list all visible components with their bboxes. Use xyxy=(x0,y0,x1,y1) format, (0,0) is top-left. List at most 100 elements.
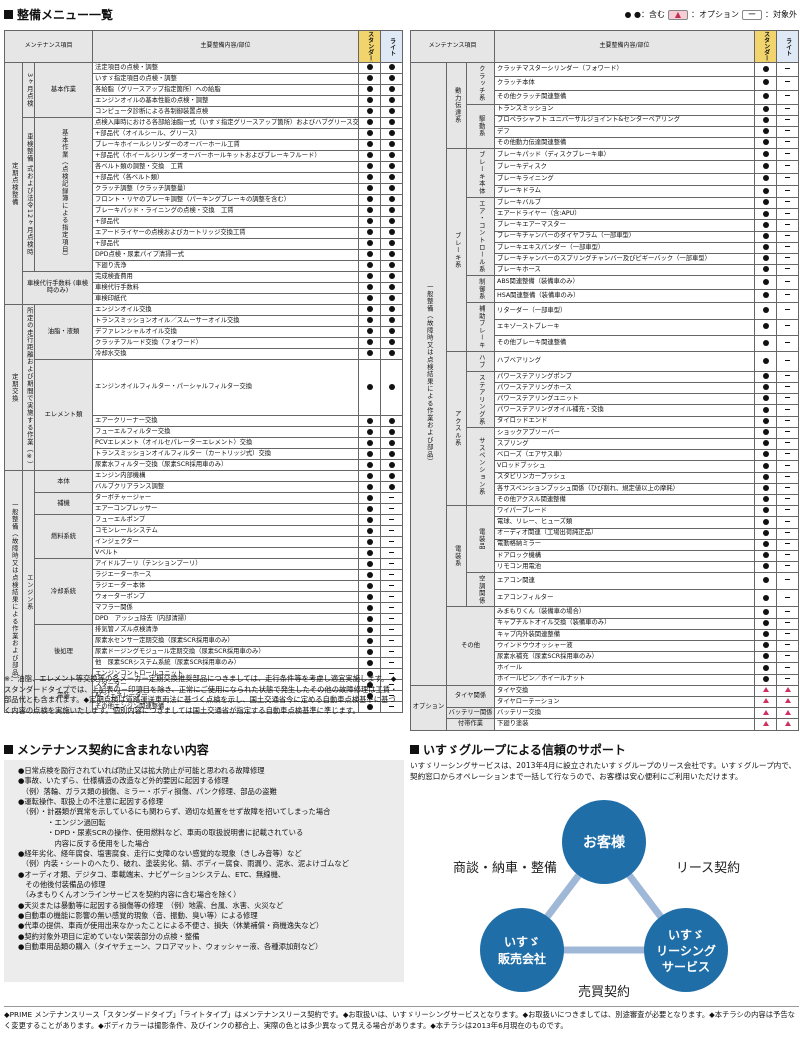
maintenance-item: プロペラシャフト ユニバーサルジョイント&センターベアリング xyxy=(494,114,756,127)
table-row: バッテリー関係 バッテリー交換 xyxy=(411,707,800,720)
included-dot-icon xyxy=(762,395,769,402)
included-dot-icon xyxy=(762,307,769,314)
included-dot-icon xyxy=(366,593,373,600)
na-dash-icon xyxy=(785,453,791,455)
category-label: 燃料系統 xyxy=(33,514,94,560)
na-dash-icon xyxy=(785,341,791,343)
table-row: 定期交換 所定の走行距離および期間で実施する作業（※） 油脂・液類 エンジンオイル交換 xyxy=(4,303,404,472)
table-row: ウォーターポンプ xyxy=(5,591,404,604)
included-dot-icon xyxy=(625,11,632,18)
table-row: トランスミッションオイル／スムーサーオイル交換 xyxy=(5,315,404,327)
coverage-cell xyxy=(358,635,382,648)
included-dot-icon xyxy=(366,483,373,490)
na-dash-icon xyxy=(785,520,791,522)
category-label: 所定の走行距離および期間で実施する作業（※） xyxy=(22,303,35,472)
table-row: 各ベルト類の調整・交換 工賃 xyxy=(5,161,404,173)
coverage-cell xyxy=(754,707,778,720)
coverage-cell xyxy=(754,718,778,731)
included-dot-icon xyxy=(762,139,769,146)
maintenance-item: ウインドウウオッシャー液 xyxy=(494,640,756,653)
maintenance-item: バルブクリアランス調整 xyxy=(92,481,360,494)
coverage-cell xyxy=(358,293,382,305)
coverage-cell xyxy=(380,492,404,505)
coverage-cell xyxy=(754,572,778,591)
included-dot-icon xyxy=(762,675,769,682)
exclusion-item: （例）内装・シートのへたり、破れ、塗装劣化、錆、ボディー腐食、雨漏り、泥水、泥よ… xyxy=(18,859,349,869)
included-dot-icon xyxy=(366,251,373,258)
included-dot-icon xyxy=(762,417,769,424)
na-dash-icon xyxy=(785,633,791,635)
included-dot-icon xyxy=(388,483,395,490)
coverage-cell xyxy=(754,184,778,199)
coverage-cell xyxy=(754,241,778,255)
coverage-cell xyxy=(358,426,382,439)
maintenance-item: リモコン用電池 xyxy=(494,561,756,574)
maintenance-item: ブレーキホース xyxy=(494,264,756,277)
coverage-cell xyxy=(358,326,382,338)
maintenance-item: エアコンフィルター xyxy=(494,589,756,608)
table-row: ホイールピン／ホイールナット xyxy=(411,673,800,686)
na-dash-icon xyxy=(389,551,395,553)
maintenance-item: フューエルポンプ xyxy=(92,514,360,527)
coverage-cell xyxy=(380,260,404,272)
coverage-cell xyxy=(754,381,778,395)
na-dash-icon: ー xyxy=(742,9,762,20)
table-row: ブレーキエキスパンダー（一部車型） xyxy=(411,241,800,255)
coverage-cell xyxy=(776,160,800,174)
maintenance-item: +部品代 xyxy=(92,238,360,250)
coverage-cell xyxy=(358,525,382,538)
coverage-cell xyxy=(358,514,382,527)
na-dash-icon xyxy=(389,529,395,531)
coverage-cell xyxy=(380,470,404,483)
included-dot-icon xyxy=(762,507,769,514)
maintenance-item: クラッチフルード交換（フォワード） xyxy=(92,337,360,349)
na-dash-icon xyxy=(785,419,791,421)
leasing-circle xyxy=(644,908,728,992)
table-row: クラッチフルード交換（フォワード） xyxy=(5,337,404,349)
coverage-cell xyxy=(380,106,404,118)
coverage-cell xyxy=(358,216,382,228)
included-dot-icon xyxy=(762,473,769,480)
coverage-cell xyxy=(358,249,382,261)
coverage-cell xyxy=(754,640,778,653)
included-dot-icon xyxy=(388,251,395,258)
coverage-cell xyxy=(380,326,404,338)
maintenance-item: タイロッドエンド xyxy=(494,415,756,428)
table-row: ブレーキホース xyxy=(411,264,800,277)
coverage-cell xyxy=(776,125,800,139)
option-triangle-icon xyxy=(762,687,769,693)
coverage-cell xyxy=(776,673,800,686)
maintenance-item: Vベルト xyxy=(92,547,360,560)
table-row: パワーステアリングオイル補充・交換 xyxy=(411,404,800,417)
table-row: ブレーキエアーマスター xyxy=(411,219,800,232)
included-dot-icon xyxy=(388,141,395,148)
page-footer: ◆PRIME メンテナンスリース「スタンダードタイプ」「ライトタイプ」はメンテナ… xyxy=(4,1006,799,1032)
heading-square-icon xyxy=(410,745,419,754)
included-dot-icon xyxy=(388,328,395,335)
coverage-cell xyxy=(754,351,778,372)
coverage-cell xyxy=(754,471,778,484)
table-row: DPD点検・尿素パイプ清掃一式 xyxy=(5,249,404,261)
exclusions-heading: メンテナンス契約に含まれない内容 xyxy=(4,741,209,758)
included-dot-icon xyxy=(366,64,373,71)
maintenance-item: ブレーキチャンバーのスプリングチャンバー及びピギーバック（一部車型） xyxy=(494,252,756,266)
category-label: その他 xyxy=(445,606,496,686)
table-row: 車検代行手数料 xyxy=(5,282,404,294)
included-dot-icon xyxy=(762,406,769,413)
coverage-cell xyxy=(754,302,778,320)
included-dot-icon xyxy=(388,350,395,357)
coverage-cell xyxy=(358,591,382,604)
maintenance-item: クラッチ調整（クラッチ調整量） xyxy=(92,183,360,195)
included-dot-icon xyxy=(762,163,769,170)
coverage-cell xyxy=(754,404,778,417)
included-dot-icon xyxy=(762,232,769,239)
coverage-cell xyxy=(776,606,800,619)
coverage-cell xyxy=(380,348,404,360)
included-dot-icon xyxy=(762,384,769,391)
included-dot-icon xyxy=(762,128,769,135)
included-dot-icon xyxy=(388,218,395,225)
maintenance-item: Vロッドブッシュ xyxy=(494,460,756,473)
coverage-cell xyxy=(358,161,382,173)
na-dash-icon xyxy=(785,189,791,191)
coverage-cell xyxy=(358,315,382,327)
